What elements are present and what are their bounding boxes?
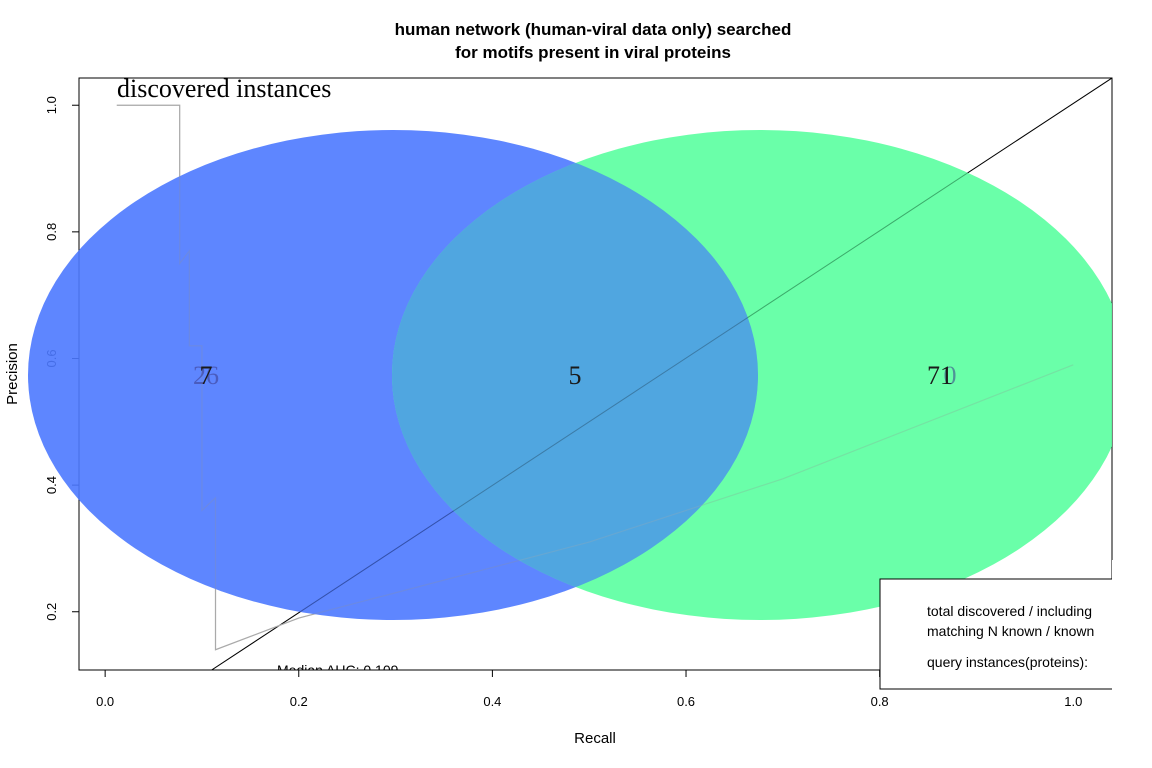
y-tick-label: 1.0 bbox=[44, 96, 59, 114]
diagonal-reference-line bbox=[211, 78, 1112, 670]
legend-line-1: total discovered / including bbox=[927, 603, 1092, 619]
pr-lines-overlay bbox=[116, 78, 1112, 670]
venn-title: discovered instances bbox=[117, 74, 331, 103]
y-tick-label: 0.8 bbox=[44, 223, 59, 241]
x-tick-label: 0.0 bbox=[96, 694, 114, 709]
venn-diagram bbox=[28, 130, 1112, 620]
precision-recall-curve bbox=[116, 104, 1074, 651]
x-axis-label: Recall bbox=[574, 730, 616, 747]
x-tick-label: 1.0 bbox=[1064, 694, 1082, 709]
y-tick-label: 0.4 bbox=[44, 476, 59, 494]
y-tick-label: 0.2 bbox=[44, 603, 59, 621]
legend-line-2: matching N known / known bbox=[927, 623, 1094, 639]
x-tick-label: 0.4 bbox=[483, 694, 501, 709]
x-tick-label: 0.8 bbox=[871, 694, 889, 709]
venn-right-ghost-count: 0 bbox=[944, 361, 957, 390]
median-auc-annotation: Median AUC: 0.109 bbox=[277, 662, 399, 678]
venn-left-ghost-count: 26 bbox=[193, 361, 219, 390]
venn-left-count: 7 bbox=[200, 361, 213, 390]
venn-right-count: 71 bbox=[927, 361, 953, 390]
legend-line-3: query instances(proteins): bbox=[927, 654, 1088, 670]
x-tick-label: 0.2 bbox=[290, 694, 308, 709]
legend-box: total discovered / including matching N … bbox=[879, 560, 1152, 700]
chart-title-line-1: human network (human-viral data only) se… bbox=[395, 20, 792, 39]
venn-overlap-region bbox=[392, 130, 758, 620]
x-tick-label: 0.6 bbox=[677, 694, 695, 709]
venn-both-count: 5 bbox=[569, 361, 582, 390]
y-axis-label: Precision bbox=[4, 343, 21, 405]
chart-title-line-2: for motifs present in viral proteins bbox=[455, 43, 731, 62]
